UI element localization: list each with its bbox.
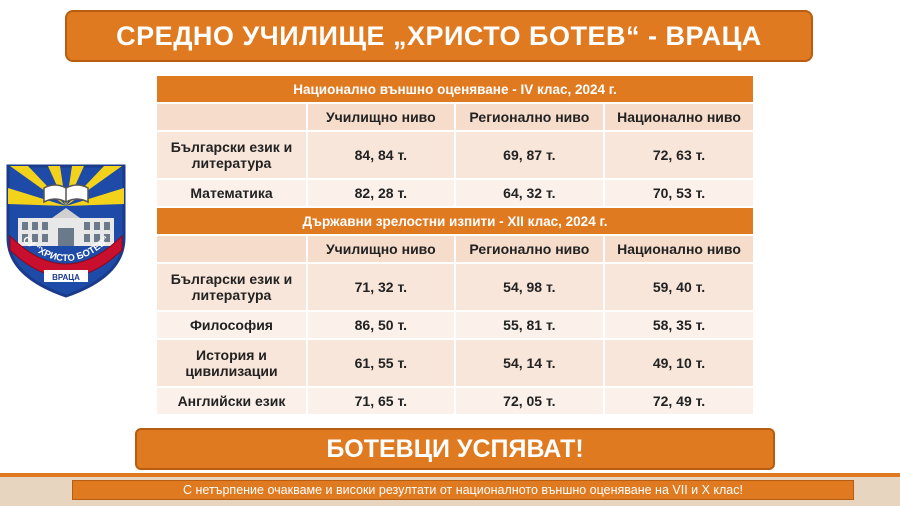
column-header [155,234,308,264]
score-cell: 72, 05 т. [453,386,606,416]
score-cell: 55, 81 т. [453,310,606,340]
score-cell: 72, 49 т. [603,386,755,416]
table-row: Английски език 71, 65 т. 72, 05 т. 72, 49 т… [155,386,755,416]
column-header: Национално ниво [603,234,755,264]
subject-cell: Английски език [155,386,308,416]
subject-cell: Философия [155,310,308,340]
column-header: Училищно ниво [305,102,456,132]
score-cell: 58, 35 т. [603,310,755,340]
column-header: Регионално ниво [453,102,606,132]
table-row: Философия 86, 50 т. 55, 81 т. 58, 35 т. [155,310,755,340]
column-header: Регионално ниво [453,234,606,264]
subject-cell: Български език и литература [155,130,308,180]
section-title: Държавни зрелостни изпити - XII клас, 20… [155,206,755,236]
slogan-banner: БОТЕВЦИ УСПЯВАТ! [135,428,775,470]
score-cell: 86, 50 т. [305,310,456,340]
score-cell: 71, 32 т. [305,262,456,312]
column-header [155,102,308,132]
column-header-row: Училищно ниво Регионално ниво Национално н… [155,234,755,264]
score-cell: 70, 53 т. [603,178,755,208]
score-cell: 59, 40 т. [603,262,755,312]
subject-cell: История и цивилизации [155,338,308,388]
subject-cell: Български език и литература [155,262,308,312]
table-row: Български език и литература 71, 32 т. 54, … [155,262,755,312]
score-cell: 61, 55 т. [305,338,456,388]
score-cell: 54, 14 т. [453,338,606,388]
score-cell: 71, 65 т. [305,386,456,416]
results-table: Национално външно оценяване - IV клас, 2… [155,74,755,416]
page-title: СРЕДНО УЧИЛИЩЕ „ХРИСТО БОТЕВ“ - ВРАЦА [65,10,813,62]
score-cell: 49, 10 т. [603,338,755,388]
section-header-row: Национално външно оценяване - IV клас, 2… [155,74,755,104]
score-cell: 64, 32 т. [453,178,606,208]
logo-city: ВРАЦА [52,273,80,282]
column-header: Училищно ниво [305,234,456,264]
score-cell: 82, 28 т. [305,178,456,208]
score-cell: 84, 84 т. [305,130,456,180]
school-logo: СУ "ХРИСТО БОТЕВ" ВРАЦА [6,164,126,298]
footer-note: С нетърпение очакваме и високи резултати… [72,480,854,500]
score-cell: 69, 87 т. [453,130,606,180]
column-header-row: Училищно ниво Регионално ниво Национално н… [155,102,755,132]
score-cell: 72, 63 т. [603,130,755,180]
column-header: Национално ниво [603,102,755,132]
table-row: Български език и литература 84, 84 т. 69, … [155,130,755,180]
section-title: Национално външно оценяване - IV клас, 2… [155,74,755,104]
table-row: История и цивилизации 61, 55 т. 54, 14 т. 4… [155,338,755,388]
section-header-row: Държавни зрелостни изпити - XII клас, 20… [155,206,755,236]
subject-cell: Математика [155,178,308,208]
table-row: Математика 82, 28 т. 64, 32 т. 70, 53 т. [155,178,755,208]
score-cell: 54, 98 т. [453,262,606,312]
